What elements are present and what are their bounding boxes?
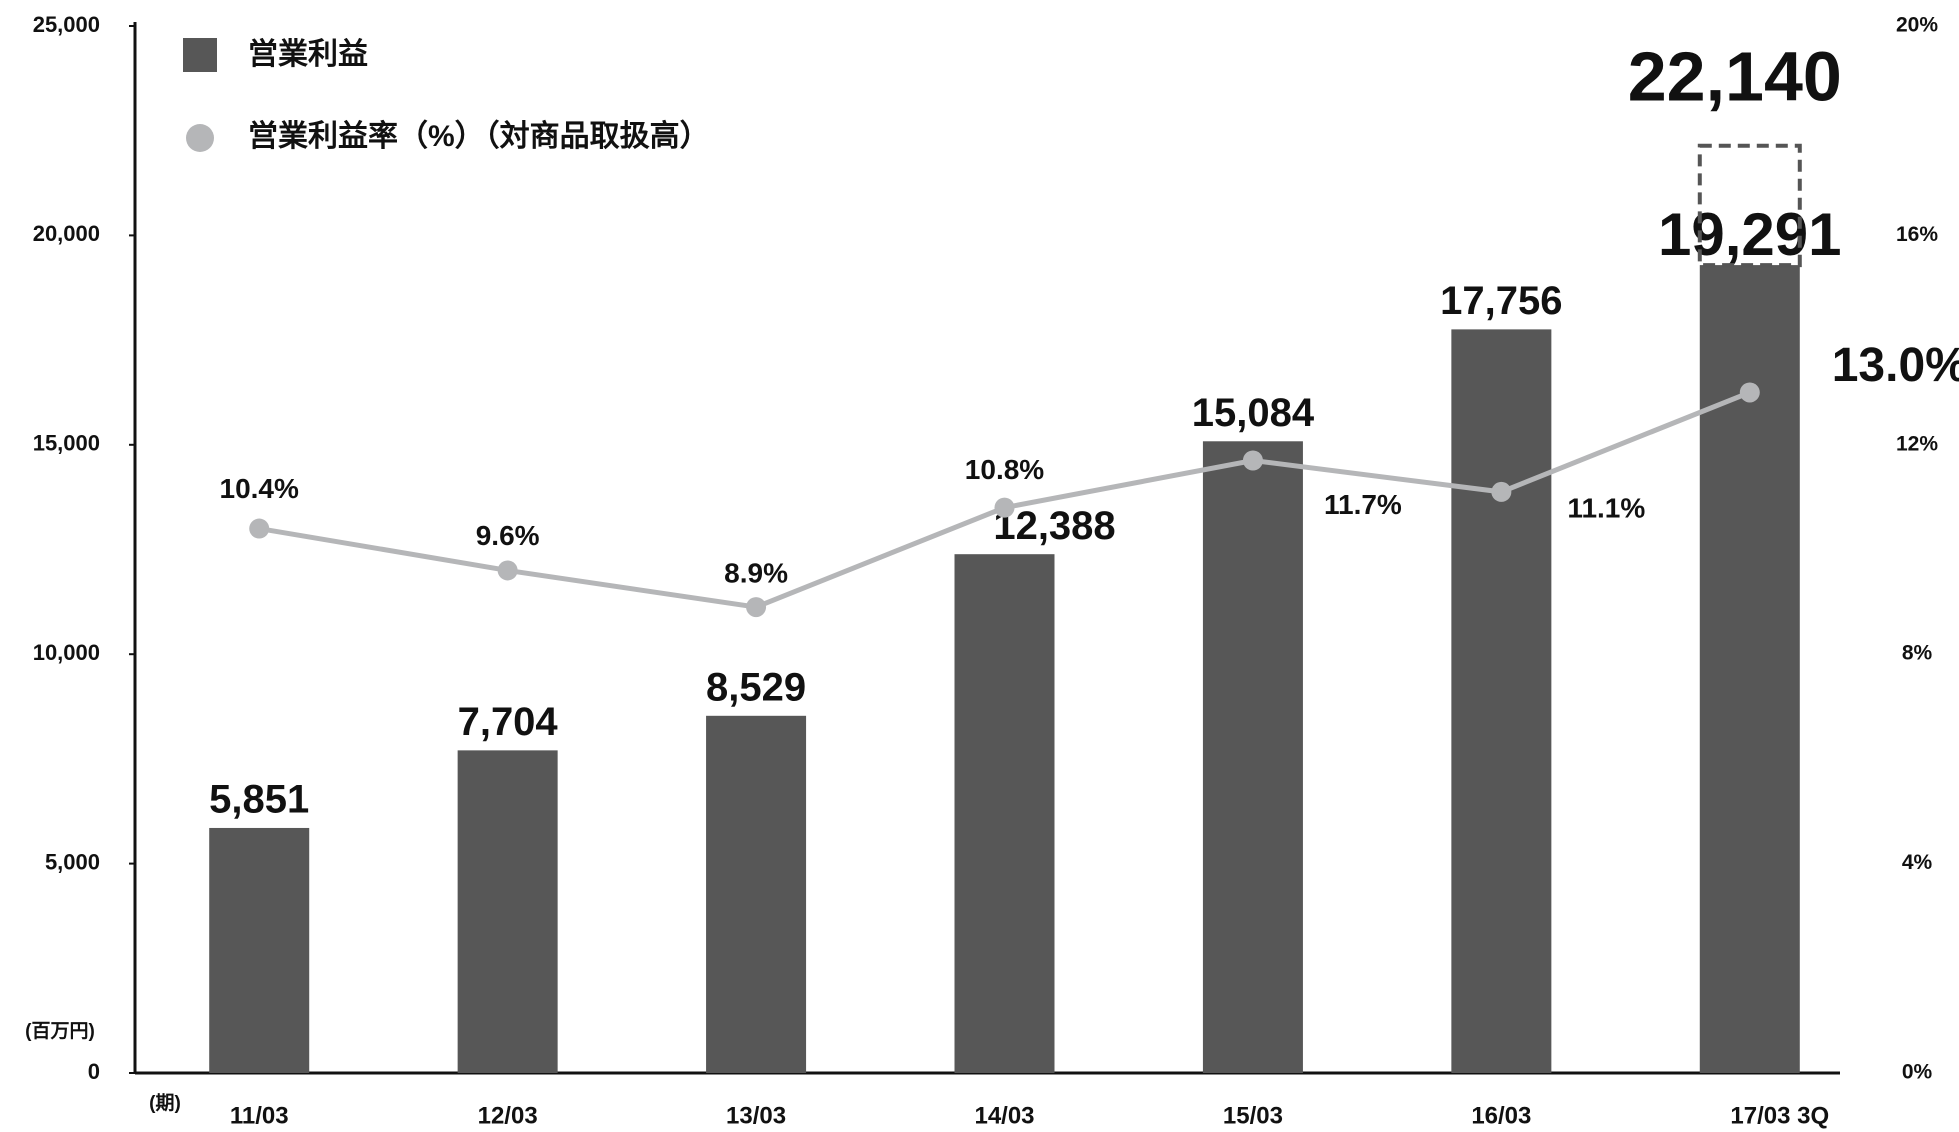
y-tick-label: 10,000 [33, 640, 100, 665]
line-value-label: 10.8% [965, 454, 1044, 485]
y2-tick-label: 20% [1896, 14, 1938, 37]
y2-tick-label: 0% [1902, 1061, 1933, 1084]
bar-value-label: 15,084 [1192, 391, 1315, 435]
forecast-label: 22,140 [1628, 37, 1842, 115]
line-value-label: 10.4% [220, 473, 299, 504]
bar-value-label: 19,291 [1658, 201, 1842, 268]
bar [706, 715, 807, 1073]
line-point [249, 518, 270, 539]
line-point [1242, 450, 1263, 471]
x-tick-label: 11/03 [230, 1102, 289, 1129]
line-value-label: 13.0% [1832, 339, 1959, 392]
y-unit-label: (百万円) [25, 1021, 95, 1042]
line-point [994, 497, 1015, 518]
bar [1451, 329, 1552, 1073]
bar-value-label: 8,529 [706, 665, 806, 709]
line-point [497, 560, 518, 581]
legend-label: 営業利益率（%）（対商品取扱高） [248, 119, 710, 153]
bar [1202, 441, 1303, 1073]
legend-label: 営業利益 [248, 38, 368, 71]
bar-value-label: 5,851 [209, 778, 309, 822]
x-tick-label: 16/03 [1471, 1102, 1531, 1129]
x-tick-label: 17/03 3Q [1730, 1102, 1829, 1129]
bar-value-label: 17,756 [1440, 279, 1562, 323]
y-tick-label: 5,000 [45, 849, 100, 874]
x-unit-label: (期) [149, 1092, 181, 1114]
y-tick-label: 20,000 [33, 221, 100, 246]
y-tick-label: 0 [88, 1059, 100, 1084]
line-value-label: 8.9% [724, 557, 788, 588]
y-tick-label: 15,000 [33, 431, 100, 456]
bar [954, 554, 1055, 1073]
line-value-label: 11.1% [1567, 492, 1645, 523]
x-tick-label: 13/03 [726, 1102, 786, 1129]
y2-tick-label: 8% [1902, 642, 1933, 665]
bar-value-label: 7,704 [458, 700, 559, 744]
line-point [1491, 481, 1512, 502]
y2-tick-label: 16% [1896, 223, 1938, 246]
legend-swatch [186, 124, 214, 152]
x-tick-label: 12/03 [478, 1102, 538, 1129]
y2-tick-label: 12% [1896, 432, 1938, 455]
y-tick-label: 25,000 [33, 12, 100, 37]
bar [457, 750, 558, 1073]
y2-tick-label: 4% [1902, 851, 1933, 874]
line-value-label: 11.7% [1324, 489, 1402, 520]
x-tick-label: 15/03 [1223, 1102, 1283, 1129]
line-point [1739, 382, 1760, 403]
line-value-label: 9.6% [476, 520, 540, 551]
bar [209, 827, 310, 1073]
forecast-box [1697, 143, 1802, 268]
x-tick-label: 14/03 [974, 1102, 1034, 1129]
line-point [746, 597, 767, 618]
legend-swatch [183, 38, 217, 72]
